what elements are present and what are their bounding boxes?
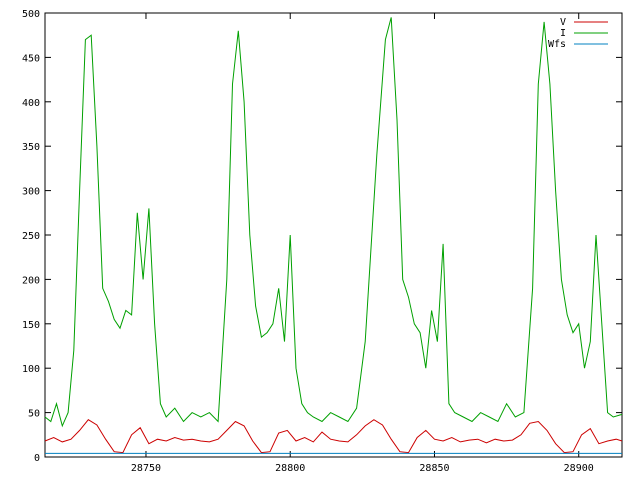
y-tick-label: 450 [22,53,40,64]
y-tick-label: 350 [22,142,40,153]
y-tick-label: 500 [22,9,40,20]
x-tick-label: 28800 [275,463,305,474]
y-tick-label: 0 [34,453,40,464]
legend-label: I [560,28,566,39]
x-tick-label: 28750 [131,463,161,474]
series-line-v [44,419,623,454]
legend-label: V [560,17,566,28]
ticks-layer: 0 50 100 150 200 250 300 350 400 450 500 28750 28800… [22,9,622,474]
y-tick-label: 150 [22,320,40,331]
y-tick-label: 100 [22,364,40,375]
plot-frame [44,12,623,458]
series-line-i [44,17,623,428]
legend-label: Wfs [548,39,566,50]
x-tick-label: 28850 [419,463,449,474]
y-tick-label: 200 [22,275,40,286]
y-tick-label: 400 [22,98,40,109]
y-tick-label: 250 [22,231,40,242]
y-tick-label: 300 [22,187,40,198]
series-layer [44,17,623,454]
y-tick-label: 50 [28,409,40,420]
x-tick-label: 28900 [564,463,594,474]
